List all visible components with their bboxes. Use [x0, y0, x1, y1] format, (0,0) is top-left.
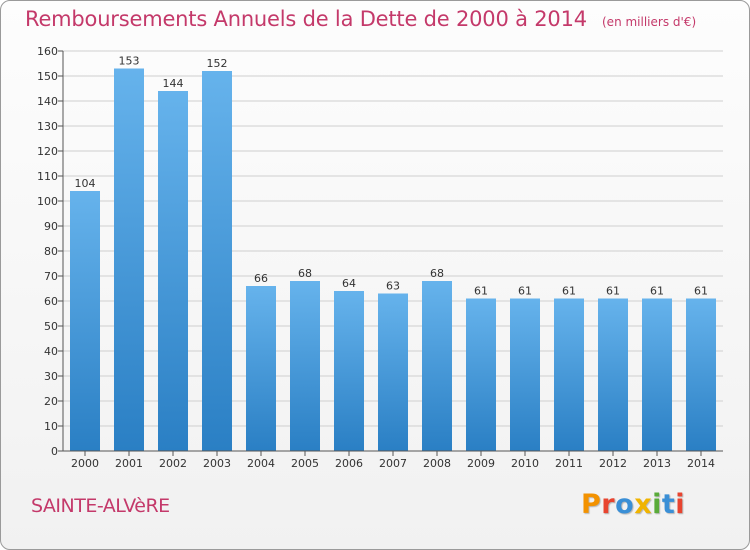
bar-2005 — [290, 281, 320, 451]
x-tick-label: 2014 — [687, 457, 715, 470]
bar-value-label: 68 — [298, 267, 312, 280]
proxiti-logo[interactable]: Proxiti — [581, 489, 685, 520]
bar-value-label: 61 — [518, 285, 532, 298]
bar-value-label: 61 — [562, 285, 576, 298]
bar-2002 — [158, 91, 188, 451]
x-tick-label: 2001 — [115, 457, 143, 470]
logo-letter: P — [581, 489, 602, 520]
bar-value-label: 68 — [430, 267, 444, 280]
bar-2007 — [378, 293, 408, 451]
chart-header: Remboursements Annuels de la Dette de 20… — [25, 7, 696, 31]
x-tick-label: 2013 — [643, 457, 671, 470]
y-tick-label: 40 — [44, 345, 58, 358]
x-tick-label: 2008 — [423, 457, 451, 470]
bar-value-label: 152 — [207, 57, 228, 70]
chart-title: Remboursements Annuels de la Dette de 20… — [25, 7, 587, 31]
bar-2004 — [246, 286, 276, 451]
logo-letter: t — [661, 489, 676, 520]
x-tick-label: 2006 — [335, 457, 363, 470]
y-tick-label: 80 — [44, 245, 58, 258]
bar-value-label: 153 — [119, 55, 140, 68]
y-tick-label: 50 — [44, 320, 58, 333]
bar-value-label: 61 — [606, 285, 620, 298]
logo-letter: i — [675, 489, 686, 520]
bars: 104 153 144 152 66 68 64 63 68 61 61 61 61 61 61 — [70, 55, 716, 451]
y-tick-label: 140 — [37, 95, 58, 108]
x-tick-label: 2004 — [247, 457, 275, 470]
y-tick-label: 30 — [44, 370, 58, 383]
logo-letter: r — [601, 489, 616, 520]
bar-2011 — [554, 298, 584, 451]
x-tick-label: 2010 — [511, 457, 539, 470]
y-tick-label: 60 — [44, 295, 58, 308]
bar-2009 — [466, 298, 496, 451]
bar-value-label: 64 — [342, 277, 356, 290]
bar-2001 — [114, 68, 144, 451]
bar-2003 — [202, 71, 232, 451]
y-tick-label: 90 — [44, 220, 58, 233]
commune-name: SAINTE-ALVèRE — [31, 495, 170, 517]
y-tick-label: 150 — [37, 70, 58, 83]
bar-value-label: 66 — [254, 272, 268, 285]
bar-2013 — [642, 298, 672, 451]
y-tick-label: 70 — [44, 270, 58, 283]
x-tick-label: 2003 — [203, 457, 231, 470]
bar-2006 — [334, 291, 364, 451]
y-tick-label: 100 — [37, 195, 58, 208]
bar-2012 — [598, 298, 628, 451]
bar-value-label: 104 — [75, 177, 96, 190]
x-tick-label: 2007 — [379, 457, 407, 470]
bar-value-label: 61 — [474, 285, 488, 298]
bar-2008 — [422, 281, 452, 451]
y-tick-label: 110 — [37, 170, 58, 183]
x-tick-label: 2005 — [291, 457, 319, 470]
bar-value-label: 144 — [163, 77, 184, 90]
chart-subtitle: (en milliers d'€) — [602, 15, 697, 29]
logo-letter: o — [615, 489, 635, 520]
bar-2010 — [510, 298, 540, 451]
x-tick-label: 2009 — [467, 457, 495, 470]
bar-value-label: 61 — [650, 285, 664, 298]
x-tick-label: 2002 — [159, 457, 187, 470]
y-tick-label: 20 — [44, 395, 58, 408]
y-tick-label: 120 — [37, 145, 58, 158]
x-tick-label: 2012 — [599, 457, 627, 470]
bar-2014 — [686, 298, 716, 451]
axes: 0 10 20 30 40 50 60 70 80 90 100 110 120 130 140 150 160… — [37, 45, 723, 470]
y-tick-label: 130 — [37, 120, 58, 133]
bar-2000 — [70, 191, 100, 451]
y-tick-label: 0 — [51, 445, 58, 458]
logo-letter: x — [634, 489, 653, 520]
bar-value-label: 61 — [694, 285, 708, 298]
y-tick-label: 160 — [37, 45, 58, 58]
logo-letter: i — [652, 489, 662, 520]
x-tick-label: 2011 — [555, 457, 583, 470]
bar-value-label: 63 — [386, 280, 400, 293]
x-tick-label: 2000 — [71, 457, 99, 470]
y-tick-label: 10 — [44, 420, 58, 433]
